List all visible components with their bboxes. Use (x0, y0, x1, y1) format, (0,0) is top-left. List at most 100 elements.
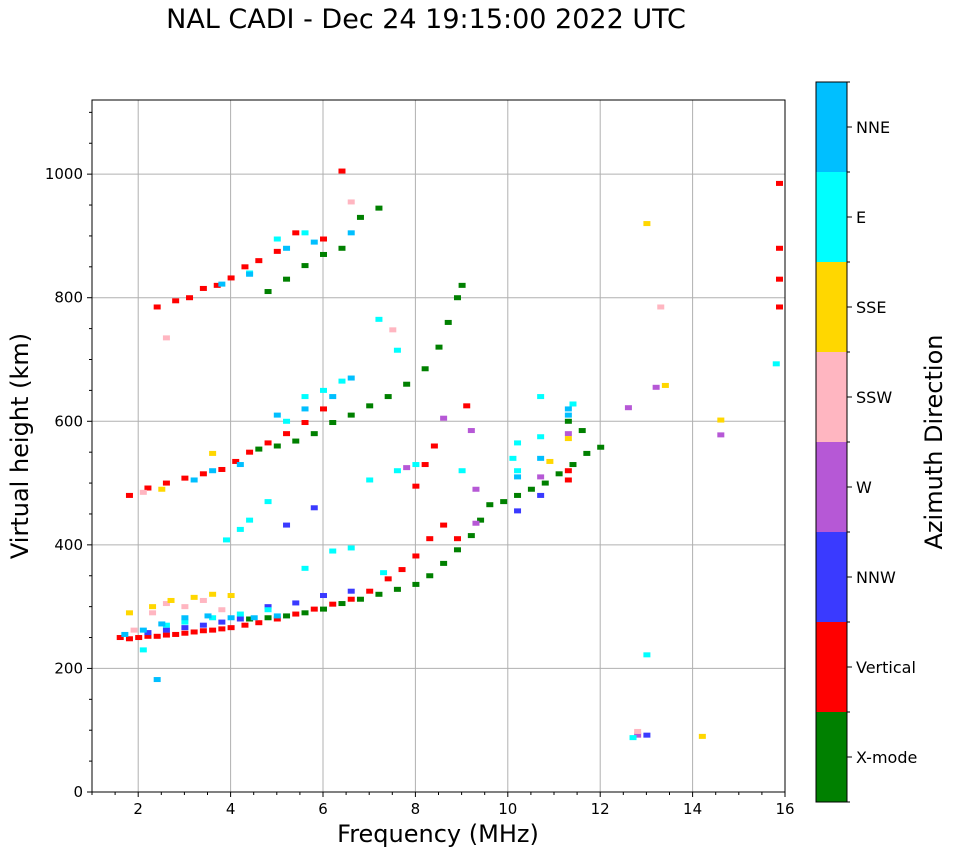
data-point (236, 611, 244, 617)
data-point (421, 366, 429, 372)
data-point (384, 394, 392, 400)
data-point (509, 455, 517, 461)
data-point (320, 606, 327, 612)
data-point (218, 619, 226, 625)
series-nnw (144, 492, 651, 738)
data-point (634, 732, 642, 738)
colorbar-tick-label: SSE (856, 298, 886, 317)
data-point (403, 465, 411, 471)
data-point (458, 468, 466, 474)
data-point (162, 480, 170, 486)
data-point (199, 471, 207, 477)
data-point (283, 613, 291, 619)
data-point (537, 394, 545, 400)
data-point (338, 168, 346, 174)
colorbar-tick-label: Vertical (856, 658, 916, 677)
data-point (241, 622, 249, 628)
data-point (283, 418, 291, 424)
data-point (283, 245, 291, 251)
data-point (246, 616, 254, 622)
data-point (717, 417, 725, 423)
data-point (255, 620, 263, 626)
data-point (158, 486, 166, 492)
data-point (527, 486, 535, 492)
data-point (403, 381, 411, 387)
y-tick-label: 200 (54, 659, 83, 677)
data-point (264, 289, 272, 295)
data-point (310, 505, 318, 511)
data-point (199, 628, 207, 634)
colorbar-segment (816, 712, 847, 802)
series-vertical (116, 168, 783, 642)
data-point (181, 475, 189, 481)
x-tick-label: 16 (775, 800, 794, 818)
data-point (569, 401, 577, 407)
data-point (222, 537, 230, 543)
data-point (597, 444, 605, 450)
data-point (199, 285, 207, 291)
data-point (144, 630, 152, 636)
series-sse (125, 221, 725, 739)
data-point (255, 258, 263, 264)
data-point (412, 462, 420, 468)
colorbar-segment (816, 532, 847, 622)
data-point (776, 304, 783, 310)
data-point (209, 615, 217, 621)
data-point (776, 180, 783, 186)
data-point (329, 601, 337, 607)
data-point (139, 647, 147, 653)
data-point (190, 477, 198, 483)
data-point (444, 319, 452, 325)
y-tick-label: 400 (54, 536, 83, 554)
data-point (453, 295, 461, 301)
data-point (181, 615, 189, 621)
data-point (301, 230, 309, 236)
series-e (139, 230, 780, 741)
data-point (564, 436, 572, 442)
data-point (569, 462, 577, 468)
x-tick-label: 12 (591, 800, 610, 818)
data-point (366, 477, 374, 483)
x-tick-label: 10 (498, 800, 517, 818)
data-point (139, 627, 147, 633)
data-point (375, 205, 383, 211)
data-point (393, 586, 401, 592)
data-point (435, 344, 443, 350)
data-point (255, 446, 263, 452)
data-point (467, 428, 475, 434)
data-point (472, 486, 480, 492)
data-point (218, 607, 226, 613)
data-point (310, 431, 318, 437)
data-point (149, 610, 157, 616)
data-point (301, 263, 309, 269)
colorbar-segment (816, 172, 847, 262)
data-point (347, 375, 355, 381)
data-point (139, 489, 147, 495)
data-point (458, 282, 466, 288)
data-point (186, 295, 194, 301)
y-axis-ticks: 0 200 400 600 800 1000 (45, 111, 92, 801)
data-point (514, 474, 522, 480)
data-point (116, 635, 124, 641)
data-point (426, 536, 434, 542)
data-point (209, 591, 217, 597)
data-point (246, 271, 254, 277)
data-point (347, 596, 355, 602)
data-point (772, 361, 780, 367)
data-point (301, 565, 309, 571)
data-point (149, 604, 157, 610)
data-point (514, 440, 522, 446)
data-point (273, 443, 281, 449)
data-point (426, 573, 434, 579)
data-point (121, 631, 129, 637)
data-point (661, 382, 669, 388)
colorbar-tick-label: W (856, 478, 872, 497)
data-point (320, 593, 327, 599)
data-point (292, 611, 300, 617)
data-point (453, 536, 461, 542)
data-point (393, 468, 401, 474)
data-point (273, 248, 281, 254)
data-point (246, 517, 254, 523)
data-point (264, 604, 272, 610)
